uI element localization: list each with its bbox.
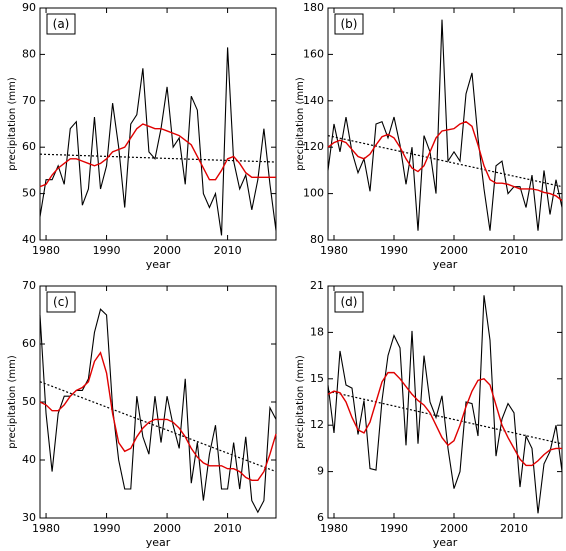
- y-tick-label: 100: [303, 187, 324, 200]
- panel-label: (b): [341, 17, 358, 31]
- y-tick-label: 80: [22, 47, 36, 60]
- y-tick-label: 6: [317, 511, 324, 524]
- data-line: [39, 351, 277, 481]
- x-tick-label: 2010: [500, 522, 528, 535]
- y-tick-label: 70: [22, 279, 36, 292]
- data-line: [39, 123, 276, 188]
- x-tick-label: 2010: [214, 522, 242, 535]
- data-line: [327, 19, 563, 231]
- data-line: [39, 308, 277, 514]
- y-tick-label: 80: [310, 233, 324, 246]
- y-axis-label: precipitation (mm): [295, 355, 306, 449]
- x-tick-label: 2010: [214, 244, 242, 257]
- y-tick-label: 9: [317, 465, 324, 478]
- data-line: [327, 295, 563, 514]
- y-tick-label: 30: [22, 511, 36, 524]
- panel-label: (a): [53, 17, 70, 31]
- y-axis-label: precipitation (mm): [7, 77, 18, 171]
- y-tick-label: 40: [22, 453, 36, 466]
- x-axis-label: year: [433, 536, 458, 549]
- x-axis-label: year: [146, 536, 171, 549]
- x-tick-label: 2000: [153, 522, 181, 535]
- x-tick-label: 1980: [32, 522, 60, 535]
- x-tick-label: 1990: [380, 522, 408, 535]
- data-line: [39, 47, 277, 236]
- panel-label: (c): [53, 295, 69, 309]
- y-tick-label: 180: [303, 1, 324, 14]
- x-tick-label: 1980: [320, 522, 348, 535]
- y-tick-label: 70: [22, 94, 36, 107]
- x-axis-label: year: [146, 258, 171, 271]
- y-tick-label: 40: [22, 233, 36, 246]
- x-tick-label: 2000: [440, 244, 468, 257]
- plot-frame: [327, 285, 563, 519]
- x-tick-label: 2000: [440, 522, 468, 535]
- y-axis-label: precipitation (mm): [7, 355, 18, 449]
- plot-frame: [327, 7, 563, 241]
- data-line: [327, 120, 563, 202]
- trend-line: [39, 381, 277, 473]
- y-axis-label: precipitation (mm): [295, 77, 306, 171]
- y-tick-label: 120: [303, 140, 324, 153]
- panel-label-box: [46, 13, 76, 35]
- x-tick-label: 2000: [153, 244, 181, 257]
- y-tick-label: 60: [22, 140, 36, 153]
- x-tick-label: 1990: [93, 244, 121, 257]
- y-tick-label: 12: [310, 418, 324, 431]
- data-line: [327, 371, 562, 467]
- y-tick-label: 160: [303, 47, 324, 60]
- y-tick-label: 18: [310, 325, 324, 338]
- panel-label-box: [46, 291, 76, 313]
- x-tick-label: 1990: [380, 244, 408, 257]
- y-tick-label: 60: [22, 337, 36, 350]
- y-tick-label: 50: [22, 395, 36, 408]
- y-tick-label: 90: [22, 1, 36, 14]
- y-tick-label: 50: [22, 187, 36, 200]
- x-tick-label: 1980: [32, 244, 60, 257]
- plot-frame: [39, 7, 277, 241]
- panel-label: (d): [341, 295, 358, 309]
- y-tick-label: 21: [310, 279, 324, 292]
- x-axis-label: year: [433, 258, 458, 271]
- y-tick-label: 140: [303, 94, 324, 107]
- panel-label-box: [334, 291, 364, 313]
- x-tick-label: 2010: [500, 244, 528, 257]
- y-tick-label: 15: [310, 372, 324, 385]
- panel-label-box: [334, 13, 364, 35]
- x-tick-label: 1980: [320, 244, 348, 257]
- x-tick-label: 1990: [93, 522, 121, 535]
